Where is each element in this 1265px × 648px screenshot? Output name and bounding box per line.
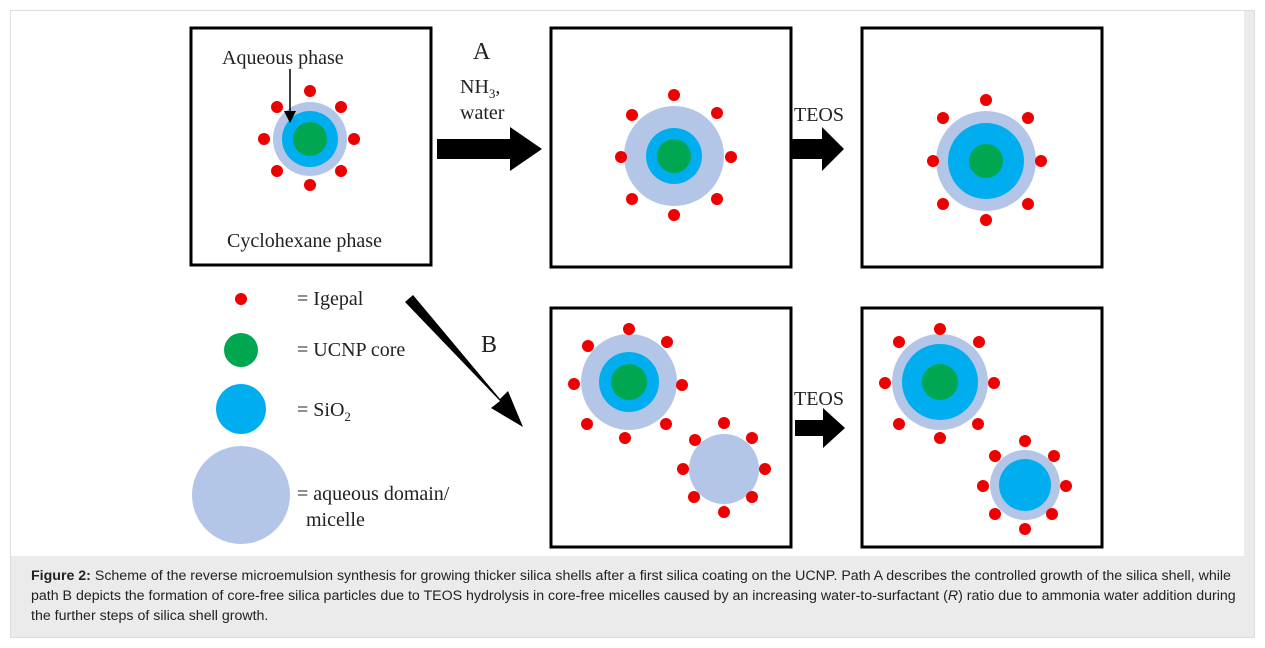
figure-caption: Figure 2: Scheme of the reverse microemu… xyxy=(31,566,1236,626)
legend-aqueous-label-1: = aqueous domain/ xyxy=(297,483,450,505)
box-b2 xyxy=(860,306,1104,549)
caption-label: Figure 2: xyxy=(31,568,91,584)
box-b1 xyxy=(549,306,793,549)
legend-aqueous-label-2: micelle xyxy=(306,509,365,531)
caption-text-2: ) ratio due to ammonia water addition du… xyxy=(31,588,1236,624)
box-a1 xyxy=(549,26,793,269)
box-a2 xyxy=(860,26,1104,269)
legend-sio2-swatch xyxy=(216,384,266,434)
legend-igepal-swatch xyxy=(235,293,247,305)
legend-sio2-label: = SiO2 xyxy=(297,399,351,424)
label-water: water xyxy=(460,102,505,124)
label-path-b: B xyxy=(481,332,497,358)
label-nh3: NH3, xyxy=(460,76,500,101)
label-path-a: A xyxy=(473,39,491,65)
particle-b2-corefree xyxy=(977,435,1072,535)
legend-ucnp-swatch xyxy=(224,333,258,367)
particle-b2-core xyxy=(879,323,1000,444)
particle-b1-core xyxy=(568,323,688,444)
particle-a1 xyxy=(615,89,737,221)
particle-initial xyxy=(258,85,360,191)
caption-italic-r: R xyxy=(947,588,959,604)
label-aqueous-phase: Aqueous phase xyxy=(222,47,344,69)
scheme-diagram: Aqueous phase Cyclohexane phase A NH3, w… xyxy=(189,26,1104,549)
legend-igepal-label: = Igepal xyxy=(297,288,364,310)
caption-text-1: Scheme of the reverse microemulsion synt… xyxy=(31,568,1231,604)
arrow-b xyxy=(405,295,523,427)
box-initial xyxy=(189,26,433,267)
label-teos-top: TEOS xyxy=(794,104,844,126)
figure-panel: Aqueous phase Cyclohexane phase A NH3, w… xyxy=(10,10,1255,638)
arrow-teos-bottom xyxy=(795,408,845,448)
scheme-image: Aqueous phase Cyclohexane phase A NH3, w… xyxy=(11,11,1244,556)
arrow-a xyxy=(437,127,542,171)
legend-aqueous-swatch xyxy=(192,446,290,544)
legend-ucnp-label: = UCNP core xyxy=(297,339,405,361)
arrow-teos-top xyxy=(792,127,844,171)
particle-b1-corefree xyxy=(677,417,771,518)
label-teos-bottom: TEOS xyxy=(794,388,844,410)
particle-a2 xyxy=(927,94,1047,226)
label-cyclohexane-phase: Cyclohexane phase xyxy=(227,230,382,252)
